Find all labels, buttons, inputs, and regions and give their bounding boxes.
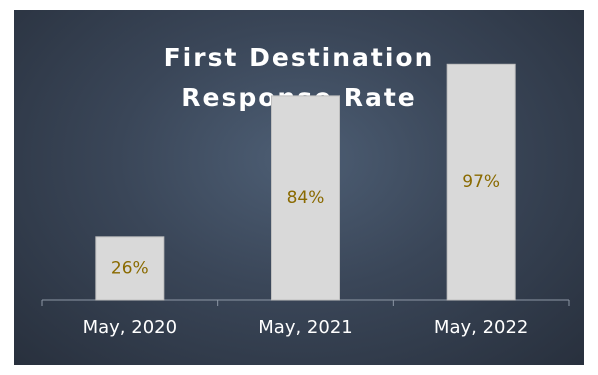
x-tick-label-1: May, 2020 — [83, 317, 177, 338]
bar-2 — [271, 95, 340, 301]
chart-panel: First Destination Response Rate 26% May, … — [14, 10, 584, 365]
bar-chart: 26% May, 2020 84% May, 2021 97% May, 2022 — [41, 63, 570, 338]
data-label-2: 84% — [287, 188, 325, 208]
chart-title-line-1: First Destination — [163, 43, 435, 72]
bar-1 — [95, 236, 165, 301]
x-tick-label-2: May, 2021 — [258, 317, 352, 338]
x-tick-label-3: May, 2022 — [434, 317, 528, 338]
data-label-3: 97% — [462, 172, 500, 192]
bar-3 — [446, 63, 516, 301]
data-label-1: 26% — [111, 258, 149, 278]
